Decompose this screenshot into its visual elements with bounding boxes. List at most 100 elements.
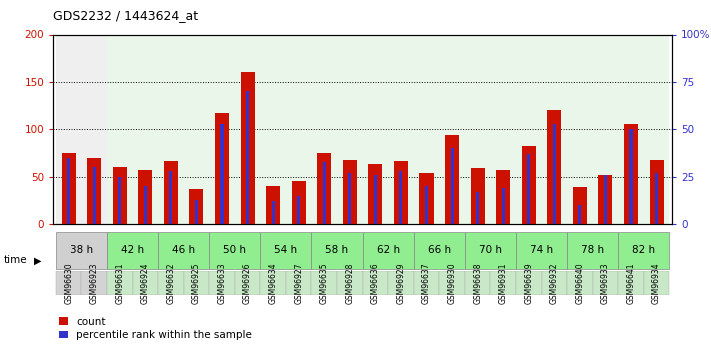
Bar (593, 34, 619, 224)
Bar (419, 173, 434, 224)
Text: GSM96932: GSM96932 (550, 262, 559, 304)
Text: GSM96931: GSM96931 (498, 262, 508, 304)
Bar (87, 158, 101, 224)
Bar (158, 271, 183, 295)
Bar (82, 34, 107, 224)
Bar (158, 232, 209, 269)
Bar (311, 34, 337, 224)
Bar (491, 34, 516, 224)
Text: GSM96641: GSM96641 (626, 262, 636, 304)
Bar (567, 34, 593, 224)
Bar (343, 160, 357, 224)
Bar (260, 271, 286, 295)
Bar (311, 232, 363, 269)
Bar (542, 34, 567, 224)
Bar (189, 189, 203, 224)
Bar (643, 271, 669, 295)
Text: GDS2232 / 1443624_at: GDS2232 / 1443624_at (53, 9, 198, 22)
Bar (502, 188, 505, 224)
Text: 42 h: 42 h (121, 245, 144, 255)
Bar (655, 173, 658, 224)
Bar (158, 34, 183, 224)
Bar (195, 199, 198, 224)
Bar (209, 232, 260, 269)
Text: GSM96926: GSM96926 (243, 262, 252, 304)
Bar (235, 34, 260, 224)
Bar (471, 168, 485, 224)
Bar (363, 271, 388, 295)
Bar (604, 175, 607, 224)
Bar (516, 34, 542, 224)
Bar (215, 113, 229, 224)
Bar (286, 271, 311, 295)
Bar (567, 232, 619, 269)
Bar (337, 271, 363, 295)
Bar (619, 271, 643, 295)
Text: 46 h: 46 h (172, 245, 196, 255)
Bar (425, 186, 428, 224)
Bar (266, 186, 280, 224)
Text: 70 h: 70 h (479, 245, 502, 255)
Bar (164, 161, 178, 224)
Bar (599, 175, 612, 224)
Bar (107, 34, 132, 224)
Text: GSM96633: GSM96633 (218, 262, 227, 304)
Bar (240, 72, 255, 224)
Text: GSM96925: GSM96925 (192, 262, 201, 304)
Bar (297, 196, 300, 224)
Bar (388, 271, 414, 295)
Bar (209, 34, 235, 224)
Bar (476, 192, 479, 224)
Bar (451, 148, 454, 224)
Text: GSM96640: GSM96640 (575, 262, 584, 304)
Bar (439, 271, 465, 295)
Text: GSM96635: GSM96635 (320, 262, 328, 304)
Bar (388, 34, 414, 224)
Bar (619, 34, 643, 224)
Bar (516, 232, 567, 269)
Text: 66 h: 66 h (428, 245, 451, 255)
Bar (394, 161, 408, 224)
Bar (439, 34, 465, 224)
Bar (414, 34, 439, 224)
Text: GSM96637: GSM96637 (422, 262, 431, 304)
Bar (107, 271, 132, 295)
Bar (235, 271, 260, 295)
Bar (62, 153, 75, 224)
Bar (619, 232, 669, 269)
Bar (317, 153, 331, 224)
Text: GSM96929: GSM96929 (397, 262, 405, 304)
Bar (516, 271, 542, 295)
Bar (118, 177, 122, 224)
Bar (578, 205, 582, 224)
Text: 74 h: 74 h (530, 245, 553, 255)
Bar (368, 165, 383, 224)
Bar (56, 271, 82, 295)
Bar (272, 201, 274, 224)
Text: GSM96631: GSM96631 (115, 262, 124, 304)
Text: ▶: ▶ (34, 256, 42, 265)
Bar (132, 34, 158, 224)
Bar (573, 187, 587, 224)
Bar (496, 170, 510, 224)
Bar (337, 34, 363, 224)
Bar (286, 34, 311, 224)
Bar (567, 271, 593, 295)
Bar (348, 173, 351, 224)
Bar (82, 271, 107, 295)
Bar (542, 271, 567, 295)
Text: 58 h: 58 h (326, 245, 348, 255)
Text: GSM96923: GSM96923 (90, 262, 99, 304)
Bar (246, 91, 249, 224)
Bar (593, 271, 619, 295)
Text: GSM96632: GSM96632 (166, 262, 176, 304)
Bar (445, 135, 459, 224)
Bar (465, 232, 516, 269)
Text: 50 h: 50 h (223, 245, 246, 255)
Text: 62 h: 62 h (377, 245, 400, 255)
Text: GSM96634: GSM96634 (269, 262, 278, 304)
Bar (528, 154, 530, 224)
Bar (144, 186, 147, 224)
Text: 54 h: 54 h (274, 245, 297, 255)
Bar (491, 271, 516, 295)
